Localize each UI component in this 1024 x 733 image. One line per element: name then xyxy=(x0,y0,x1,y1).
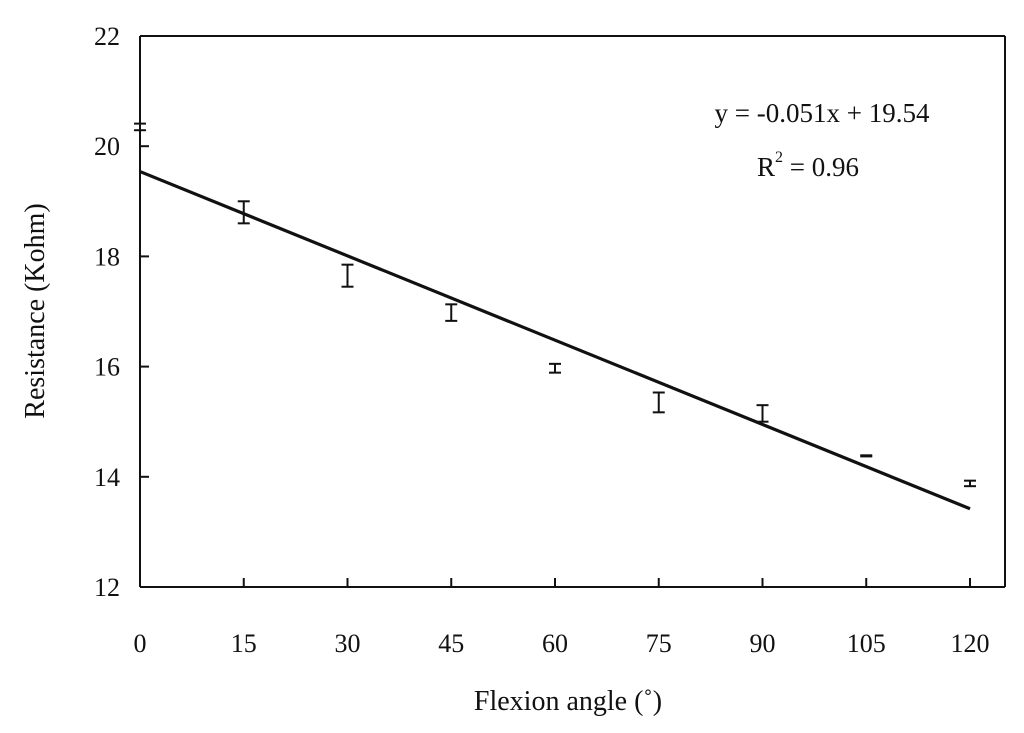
data-point-error-bar xyxy=(652,391,665,414)
y-tick-label: 22 xyxy=(94,22,120,51)
x-tick-label: 60 xyxy=(542,629,568,658)
y-tick-label: 16 xyxy=(94,353,120,382)
data-point-error-bar xyxy=(134,122,146,132)
y-tick-label: 20 xyxy=(94,132,120,161)
r-squared-exponent: 2 xyxy=(775,149,783,166)
x-tick-label: 0 xyxy=(134,629,147,658)
trendline xyxy=(139,170,971,511)
data-point-error-bar xyxy=(756,404,769,423)
x-tick-label: 105 xyxy=(847,629,886,658)
y-tick-label: 18 xyxy=(94,242,120,271)
y-tick-label: 14 xyxy=(94,463,120,492)
x-tick-label: 15 xyxy=(231,629,257,658)
x-tick-label: 30 xyxy=(335,629,361,658)
x-tick-label: 75 xyxy=(646,629,672,658)
x-axis-ticks: 0 15 30 45 60 75 90 105 120 xyxy=(134,578,990,658)
data-point-error-bar xyxy=(341,263,354,288)
x-tick-label: 90 xyxy=(750,629,776,658)
r-squared-prefix: R xyxy=(757,152,775,182)
r-squared-annotation: R2 = 0.96 xyxy=(757,149,859,182)
x-tick-label: 45 xyxy=(438,629,464,658)
data-point-error-bar xyxy=(549,362,561,374)
data-point-error-bar xyxy=(860,454,873,458)
y-tick-label: 12 xyxy=(94,573,120,602)
x-axis-label: Flexion angle (˚) xyxy=(474,686,662,717)
r-squared-value: = 0.96 xyxy=(783,152,859,182)
error-bars xyxy=(134,122,976,488)
plot-frame xyxy=(139,35,1006,588)
x-tick-label: 120 xyxy=(951,629,990,658)
y-axis-label: Resistance (Kohm) xyxy=(20,203,51,418)
trendline-group xyxy=(139,170,971,511)
y-axis-ticks: 12 14 16 18 20 22 xyxy=(94,22,149,602)
data-point-error-bar xyxy=(445,303,458,322)
data-point-error-bar xyxy=(964,479,976,488)
regression-equation: y = -0.051x + 19.54 xyxy=(715,98,930,128)
data-point-error-bar xyxy=(237,200,250,225)
